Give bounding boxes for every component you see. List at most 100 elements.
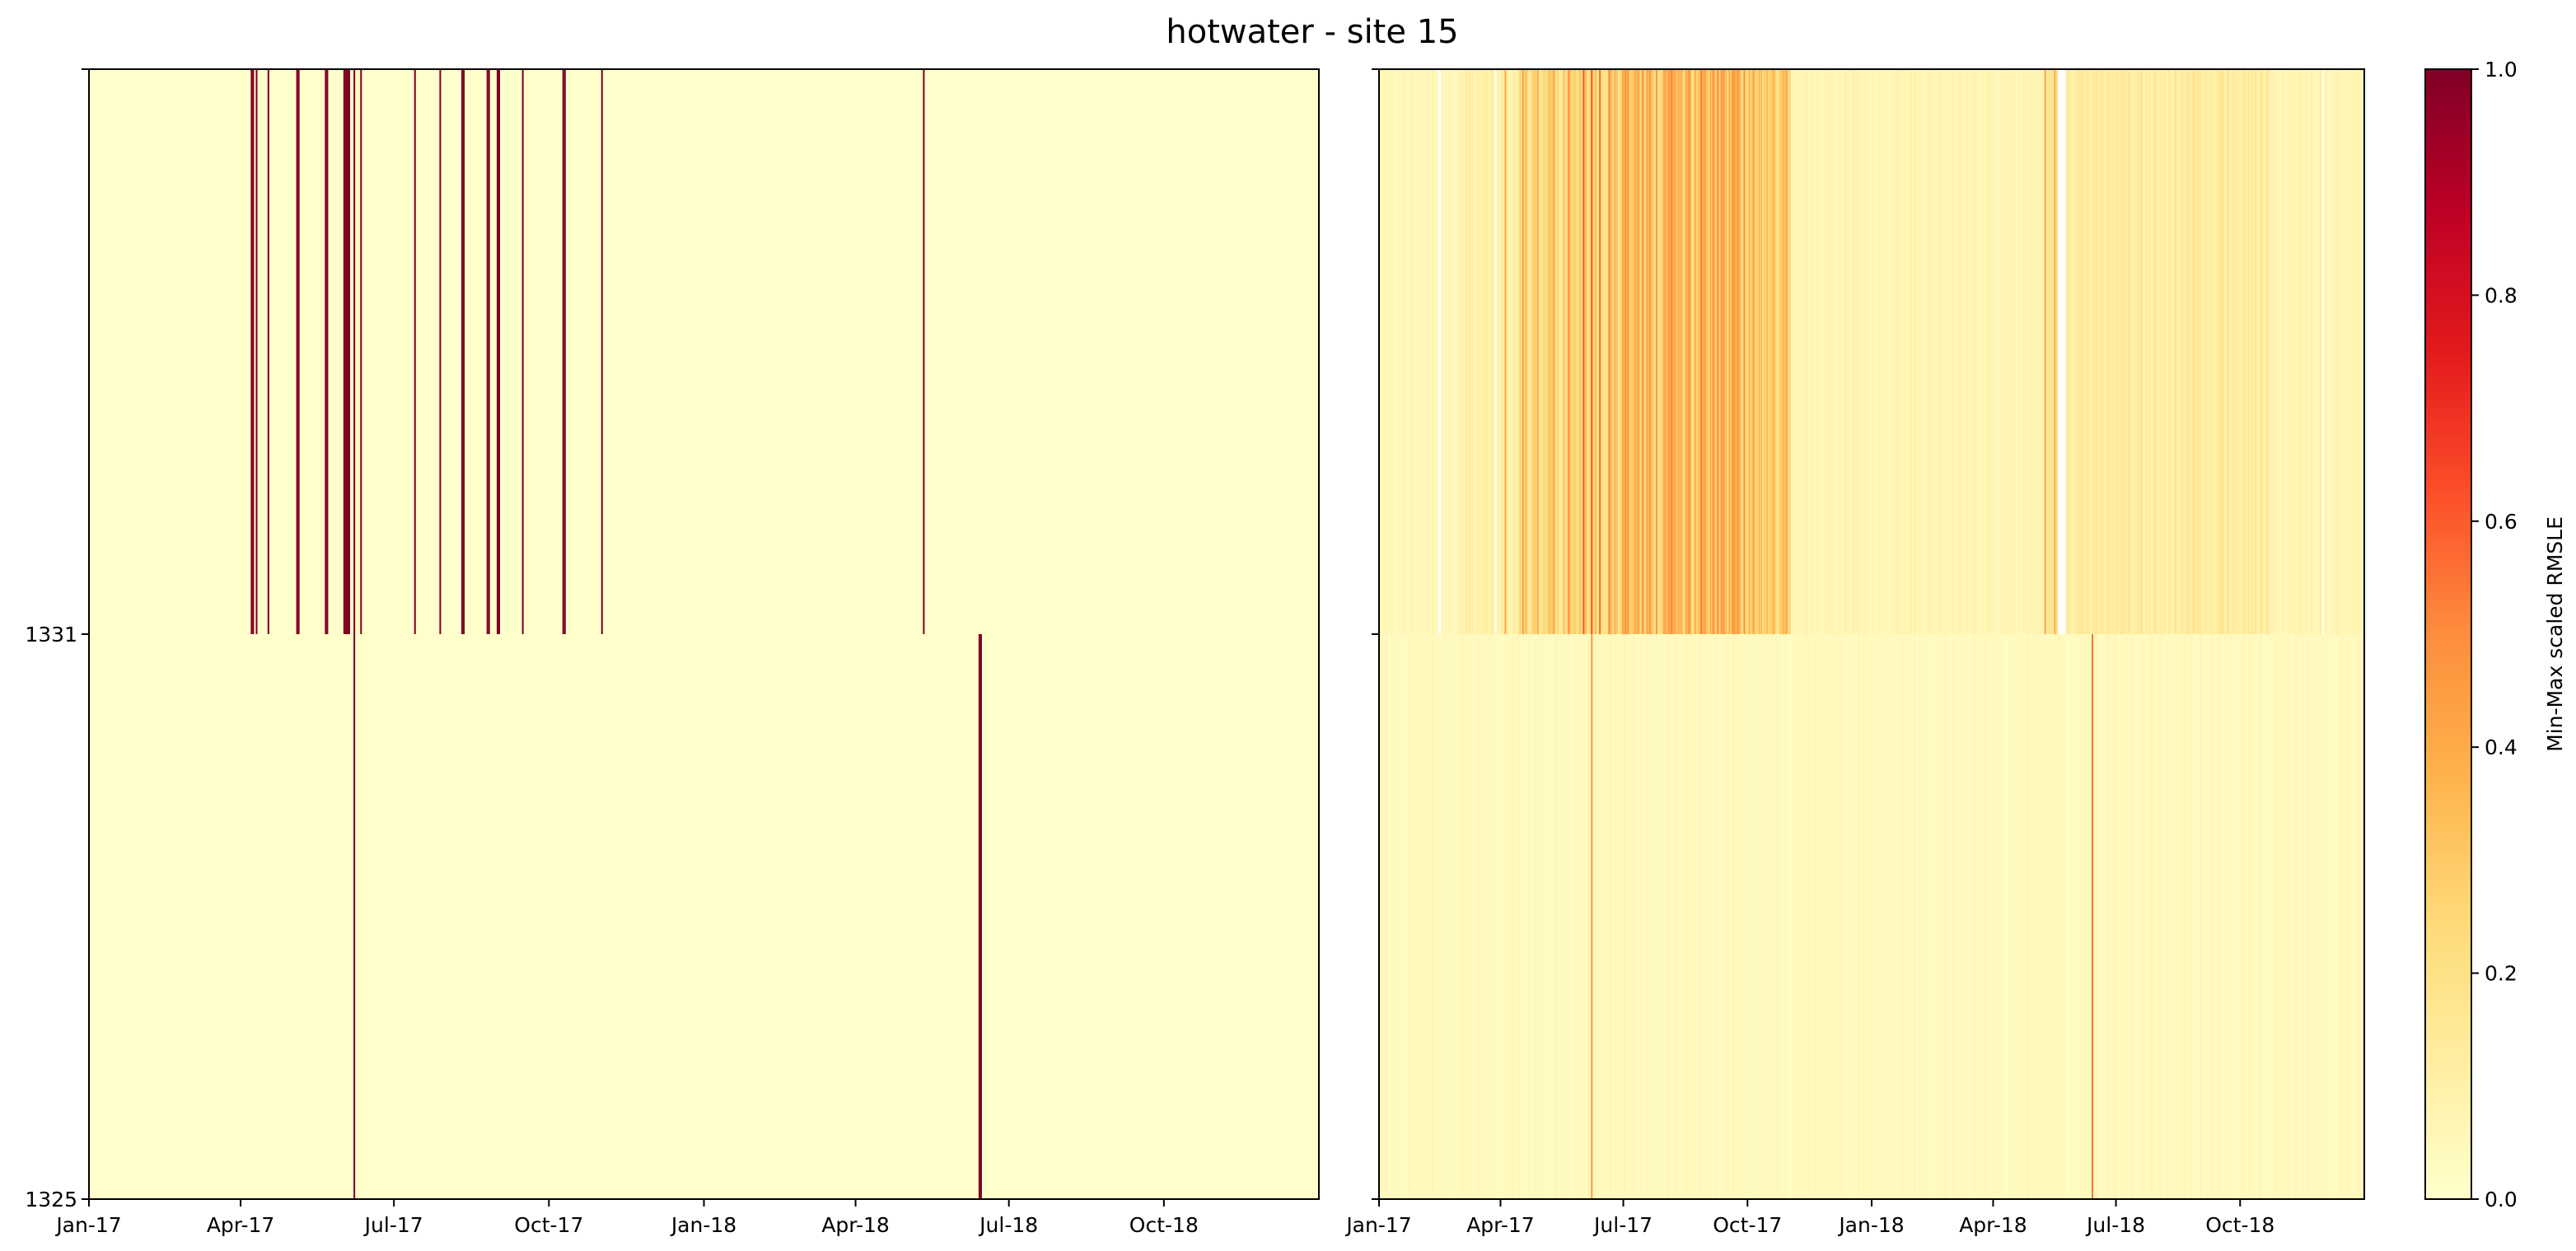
heatmap-cell xyxy=(1844,634,1846,1199)
heatmap-cell xyxy=(2283,69,2285,634)
heatmap-cell xyxy=(1978,69,1980,634)
heatmap-cell xyxy=(1457,634,1459,1199)
heatmap-cell xyxy=(2012,69,2014,634)
heatmap-cell xyxy=(2043,634,2045,1199)
heatmap-cell xyxy=(2333,69,2335,634)
heatmap-cell xyxy=(1959,69,1961,634)
heatmap-cell xyxy=(1931,69,1933,634)
heatmap-cell xyxy=(2160,634,2162,1199)
heatmap-cell xyxy=(2285,634,2288,1199)
heatmap-cell xyxy=(1449,69,1451,634)
heatmap-cell xyxy=(2236,634,2237,1199)
heatmap-cell xyxy=(1638,69,1640,634)
heatmap-cell xyxy=(1635,69,1637,634)
heatmap-cell xyxy=(2185,69,2186,634)
heatmap-cell xyxy=(1968,69,1971,634)
heatmap-cell xyxy=(2021,634,2023,1199)
heatmap-cell xyxy=(1587,69,1588,634)
heatmap-cell xyxy=(2046,69,2049,634)
heatmap-cell xyxy=(1674,634,1676,1199)
heatmap-cell xyxy=(1870,634,1872,1199)
heatmap-cell xyxy=(2274,634,2277,1199)
heatmap-cell xyxy=(1434,69,1436,634)
heatmap-cell xyxy=(1885,69,1887,634)
heatmap-cell xyxy=(2025,69,2027,634)
heatmap-anomaly-cell xyxy=(343,69,351,634)
heatmap-cell xyxy=(1781,69,1783,634)
heatmap-cell xyxy=(1546,69,1548,634)
heatmap-cell xyxy=(1636,634,1639,1199)
heatmap-cell xyxy=(2158,69,2161,634)
heatmap-cell xyxy=(1968,634,1971,1199)
heatmap-cell xyxy=(1796,634,1798,1199)
heatmap-cell xyxy=(1517,634,1518,1199)
heatmap-cell xyxy=(1454,69,1456,634)
heatmap-cell xyxy=(2335,634,2338,1199)
heatmap-cell xyxy=(1671,634,1674,1199)
heatmap-cell xyxy=(1966,69,1968,634)
heatmap-cell xyxy=(2270,634,2271,1199)
heatmap-cell xyxy=(1767,69,1770,634)
heatmap-cell xyxy=(1851,69,1854,634)
heatmap-cell xyxy=(1693,634,1695,1199)
heatmap-cell xyxy=(1948,69,1951,634)
heatmap-cell xyxy=(1737,634,1738,1199)
heatmap-cell xyxy=(1957,634,1958,1199)
heatmap-cell xyxy=(1897,69,1899,634)
heatmap-cell xyxy=(1709,634,1712,1199)
heatmap-cell xyxy=(1929,634,1932,1199)
heatmap-cell xyxy=(2120,634,2122,1199)
heatmap-cell xyxy=(2065,634,2068,1199)
heatmap-anomaly-cell xyxy=(297,69,300,634)
heatmap-cell xyxy=(1512,634,1514,1199)
heatmap-cell xyxy=(1643,634,1645,1199)
heatmap-cell xyxy=(1916,69,1918,634)
heatmap-cell xyxy=(2278,69,2279,634)
heatmap-cell xyxy=(1654,69,1656,634)
heatmap-cell xyxy=(1982,69,1984,634)
heatmap-cell xyxy=(2168,634,2171,1199)
heatmap-cell xyxy=(2156,69,2158,634)
heatmap-cell xyxy=(1424,69,1425,634)
chart-title: hotwater - site 15 xyxy=(1166,13,1458,51)
heatmap-cell xyxy=(1460,69,1461,634)
heatmap-cell xyxy=(1403,634,1405,1199)
heatmap-cell xyxy=(2285,69,2288,634)
heatmap-cell xyxy=(2152,69,2154,634)
heatmap-cell xyxy=(1936,634,1938,1199)
heatmap-cell xyxy=(1894,69,1896,634)
heatmap-cell xyxy=(1775,69,1778,634)
left-panel-cells xyxy=(89,69,1319,1199)
heatmap-cell xyxy=(1797,634,1799,1199)
heatmap-cell xyxy=(1572,634,1573,1199)
heatmap-cell xyxy=(1891,69,1894,634)
heatmap-cell xyxy=(2050,634,2051,1199)
x-tick-label: Apr-17 xyxy=(207,1213,274,1237)
heatmap-cell xyxy=(1489,69,1491,634)
heatmap-cell xyxy=(1557,69,1559,634)
heatmap-cell xyxy=(1914,69,1917,634)
heatmap-cell xyxy=(1498,69,1501,634)
heatmap-cell xyxy=(2139,69,2141,634)
heatmap-cell xyxy=(2048,69,2050,634)
heatmap-cell xyxy=(2360,634,2362,1199)
heatmap-cell xyxy=(2241,634,2243,1199)
heatmap-cell xyxy=(1573,69,1575,634)
heatmap-cell xyxy=(1677,634,1679,1199)
heatmap-cell xyxy=(2073,634,2074,1199)
heatmap-cell xyxy=(1746,634,1748,1199)
heatmap-cell xyxy=(2322,634,2324,1199)
heatmap-cell xyxy=(1483,69,1484,634)
heatmap-cell xyxy=(1648,634,1649,1199)
heatmap-cell xyxy=(1528,634,1531,1199)
heatmap-cell xyxy=(1678,634,1681,1199)
heatmap-cell xyxy=(1614,634,1615,1199)
heatmap-cell xyxy=(2218,634,2220,1199)
heatmap-cell xyxy=(2280,634,2283,1199)
heatmap-cell xyxy=(2171,634,2173,1199)
heatmap-cell xyxy=(2344,69,2346,634)
heatmap-cell xyxy=(2326,69,2328,634)
heatmap-cell xyxy=(1623,69,1625,634)
heatmap-cell xyxy=(1589,634,1592,1199)
heatmap-cell xyxy=(2319,634,2321,1199)
